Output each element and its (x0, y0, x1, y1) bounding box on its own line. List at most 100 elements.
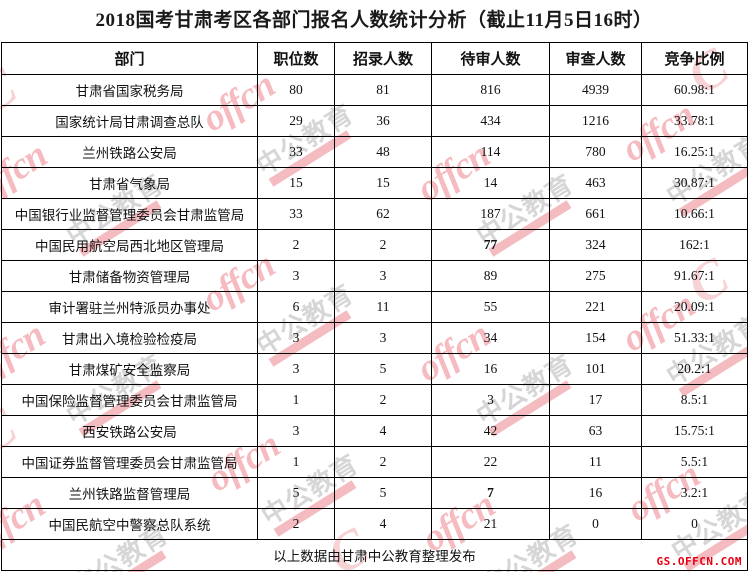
cell-pending: 7 (431, 477, 550, 509)
cell-recruits: 2 (334, 384, 432, 416)
site-watermark-text: GS.OFFCN.COM (656, 555, 742, 568)
table-row: 中国民用航空局西北地区管理局 2 2 77 324 162:1 (1, 229, 748, 261)
cell-recruits: 4 (334, 415, 432, 447)
cell-department: 甘肃省国家税务局 (1, 74, 258, 106)
cell-positions: 3 (257, 353, 335, 385)
cell-pending: 42 (431, 415, 550, 447)
cell-department: 中国保险监督管理委员会甘肃监管局 (1, 384, 258, 416)
cell-ratio: 162:1 (641, 229, 748, 261)
cell-department: 中国民航空中警察总队系统 (1, 508, 258, 540)
cell-pending: 77 (431, 229, 550, 261)
cell-ratio: 10.66:1 (641, 198, 748, 230)
cell-reviewed: 63 (549, 415, 642, 447)
cell-reviewed: 275 (549, 260, 642, 292)
cell-reviewed: 17 (549, 384, 642, 416)
cell-pending: 14 (431, 167, 550, 199)
cell-ratio: 60.98:1 (641, 74, 748, 106)
cell-positions: 1 (257, 384, 335, 416)
cell-recruits: 2 (334, 446, 432, 478)
cell-positions: 3 (257, 260, 335, 292)
cell-department: 甘肃出入境检验检疫局 (1, 322, 258, 354)
cell-reviewed: 221 (549, 291, 642, 323)
cell-recruits: 62 (334, 198, 432, 230)
cell-department: 审计署驻兰州特派员办事处 (1, 291, 258, 323)
table-row: 甘肃省气象局 15 15 14 463 30.87:1 (1, 167, 748, 199)
cell-pending: 21 (431, 508, 550, 540)
cell-reviewed: 16 (549, 477, 642, 509)
table-row: 审计署驻兰州特派员办事处 6 11 55 221 20.09:1 (1, 291, 748, 323)
cell-ratio: 16.25:1 (641, 136, 748, 168)
cell-pending: 3 (431, 384, 550, 416)
cell-pending: 816 (431, 74, 550, 106)
footer-row: 以上数据由甘肃中公教育整理发布 (1, 539, 748, 571)
table-row: 西安铁路公安局 3 4 42 63 15.75:1 (1, 415, 748, 447)
cell-recruits: 4 (334, 508, 432, 540)
cell-reviewed: 1216 (549, 105, 642, 137)
cell-recruits: 3 (334, 322, 432, 354)
cell-reviewed: 0 (549, 508, 642, 540)
cell-recruits: 36 (334, 105, 432, 137)
cell-positions: 33 (257, 198, 335, 230)
cell-reviewed: 4939 (549, 74, 642, 106)
cell-ratio: 51.33:1 (641, 322, 748, 354)
table-row: 甘肃煤矿安全监察局 3 5 16 101 20.2:1 (1, 353, 748, 385)
cell-department: 甘肃储备物资管理局 (1, 260, 258, 292)
table-row: 兰州铁路公安局 33 48 114 780 16.25:1 (1, 136, 748, 168)
table-row: 甘肃出入境检验检疫局 3 3 34 154 51.33:1 (1, 322, 748, 354)
table-row: 甘肃储备物资管理局 3 3 89 275 91.67:1 (1, 260, 748, 292)
cell-ratio: 20.2:1 (641, 353, 748, 385)
cell-recruits: 3 (334, 260, 432, 292)
cell-recruits: 11 (334, 291, 432, 323)
cell-pending: 22 (431, 446, 550, 478)
cell-department: 国家统计局甘肃调查总队 (1, 105, 258, 137)
table-row: 中国银行业监督管理委员会甘肃监管局 33 62 187 661 10.66:1 (1, 198, 748, 230)
table-body: 甘肃省国家税务局 80 81 816 4939 60.98:1 国家统计局甘肃调查总队 29 3… (1, 74, 748, 540)
cell-reviewed: 661 (549, 198, 642, 230)
cell-ratio: 30.87:1 (641, 167, 748, 199)
column-header-ratio: 竞争比例 (641, 42, 748, 75)
cell-positions: 15 (257, 167, 335, 199)
cell-department: 中国银行业监督管理委员会甘肃监管局 (1, 198, 258, 230)
table-header: 部门 职位数 招录人数 待审人数 审查人数 竞争比例 (1, 42, 748, 75)
cell-positions: 2 (257, 508, 335, 540)
cell-recruits: 5 (334, 353, 432, 385)
cell-department: 甘肃煤矿安全监察局 (1, 353, 258, 385)
footer-note: 以上数据由甘肃中公教育整理发布 (1, 539, 748, 571)
cell-ratio: 91.67:1 (641, 260, 748, 292)
cell-positions: 33 (257, 136, 335, 168)
statistics-table: 部门 职位数 招录人数 待审人数 审查人数 竞争比例 甘肃省国家税务局 80 81 8… (1, 42, 748, 571)
cell-department: 中国民用航空局西北地区管理局 (1, 229, 258, 261)
cell-department: 兰州铁路公安局 (1, 136, 258, 168)
cell-reviewed: 463 (549, 167, 642, 199)
cell-reviewed: 154 (549, 322, 642, 354)
cell-recruits: 15 (334, 167, 432, 199)
cell-positions: 5 (257, 477, 335, 509)
cell-recruits: 48 (334, 136, 432, 168)
cell-ratio: 3.2:1 (641, 477, 748, 509)
cell-positions: 1 (257, 446, 335, 478)
cell-recruits: 2 (334, 229, 432, 261)
cell-ratio: 33.78:1 (641, 105, 748, 137)
table-header-row: 部门 职位数 招录人数 待审人数 审查人数 竞争比例 (1, 42, 748, 75)
page-title: 2018国考甘肃考区各部门报名人数统计分析（截止11月5日16时） (95, 10, 653, 31)
cell-ratio: 5.5:1 (641, 446, 748, 478)
cell-pending: 34 (431, 322, 550, 354)
cell-department: 西安铁路公安局 (1, 415, 258, 447)
table-row: 中国证券监督管理委员会甘肃监管局 1 2 22 11 5.5:1 (1, 446, 748, 478)
cell-reviewed: 780 (549, 136, 642, 168)
table-row: 中国保险监督管理委员会甘肃监管局 1 2 3 17 8.5:1 (1, 384, 748, 416)
cell-pending: 114 (431, 136, 550, 168)
cell-department: 中国证券监督管理委员会甘肃监管局 (1, 446, 258, 478)
cell-positions: 2 (257, 229, 335, 261)
cell-reviewed: 11 (549, 446, 642, 478)
table-footer: 以上数据由甘肃中公教育整理发布 (1, 539, 748, 571)
table-row: 甘肃省国家税务局 80 81 816 4939 60.98:1 (1, 74, 748, 106)
column-header-dept: 部门 (1, 42, 258, 75)
cell-ratio: 0 (641, 508, 748, 540)
cell-ratio: 20.09:1 (641, 291, 748, 323)
column-header-pending: 待审人数 (431, 42, 550, 75)
cell-pending: 55 (431, 291, 550, 323)
cell-reviewed: 324 (549, 229, 642, 261)
cell-pending: 434 (431, 105, 550, 137)
